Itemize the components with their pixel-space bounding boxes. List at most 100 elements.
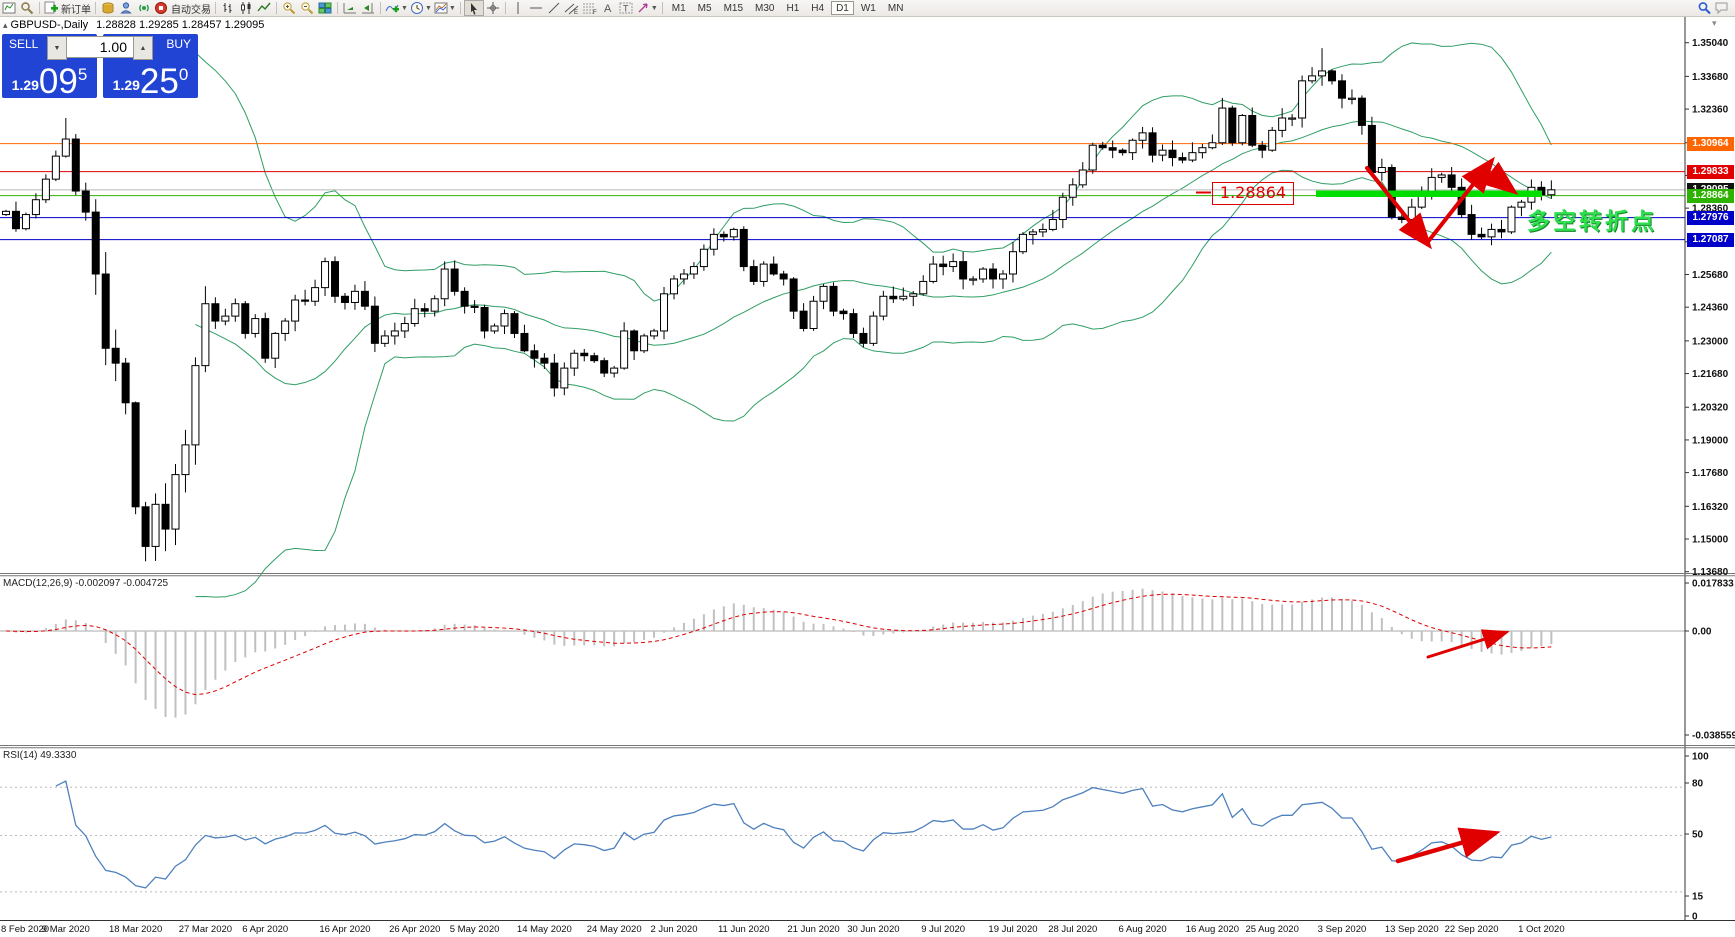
- tf-m5[interactable]: M5: [693, 1, 717, 15]
- tf-mn[interactable]: MN: [883, 1, 909, 15]
- terminal-icon[interactable]: [117, 1, 135, 15]
- turning-point-annotation[interactable]: 多空转折点: [1527, 209, 1657, 235]
- price-level-callout[interactable]: 1.28864: [1212, 182, 1294, 205]
- date-label: 6 Apr 2020: [242, 924, 288, 935]
- arrows-icon[interactable]: ▼: [635, 1, 659, 15]
- chart-shift-marker[interactable]: ▾: [1712, 18, 1717, 28]
- indicators-icon[interactable]: ▼: [384, 1, 409, 15]
- line-chart-mode-icon[interactable]: [255, 1, 273, 15]
- tf-w1[interactable]: W1: [856, 1, 881, 15]
- svg-text:A: A: [604, 3, 612, 15]
- volume-input[interactable]: [67, 36, 133, 58]
- chart-annotations: [1196, 156, 1542, 250]
- price-tick: 1.35040: [1692, 38, 1729, 49]
- tile-windows-icon[interactable]: [316, 1, 334, 15]
- rsi-axis-tick: 50: [1692, 830, 1704, 841]
- price-tick: 1.20320: [1692, 403, 1729, 414]
- vertical-line-icon[interactable]: [509, 1, 527, 15]
- volume-up-button[interactable]: ▲: [133, 36, 153, 60]
- svg-text:T: T: [623, 4, 629, 14]
- search-icon[interactable]: [1695, 1, 1713, 15]
- date-label: 13 Sep 2020: [1385, 924, 1439, 935]
- price-tick: 1.33680: [1692, 72, 1729, 83]
- tf-h1[interactable]: H1: [781, 1, 804, 15]
- toolbar: 新订单 自动交易 ▼ ▼ ▼ E F A T ▼ M1 M5 M15 M30 H…: [0, 0, 1735, 17]
- rsi-axis-tick: 80: [1692, 779, 1704, 790]
- tf-m1[interactable]: M1: [667, 1, 691, 15]
- separator: [337, 2, 338, 14]
- price-flag: 1.27087: [1687, 232, 1734, 247]
- date-label: 26 Apr 2020: [389, 924, 440, 935]
- date-label: 2 Jun 2020: [650, 924, 697, 935]
- horizontal-line-icon[interactable]: [527, 1, 545, 15]
- separator: [504, 2, 506, 14]
- buy-price: 1.29 25 0: [112, 62, 189, 102]
- periods-icon[interactable]: ▼: [409, 1, 433, 15]
- volume-down-button[interactable]: ▼: [47, 36, 67, 60]
- strategy-tester-icon[interactable]: [135, 1, 153, 15]
- macd-axis-tick: 0.00: [1692, 627, 1712, 638]
- sell-price: 1.29 09 5: [11, 62, 88, 102]
- price-tick: 1.16320: [1692, 502, 1729, 513]
- templates-icon[interactable]: ▼: [433, 1, 457, 15]
- price-tick: 1.28360: [1692, 204, 1729, 215]
- navigator-icon[interactable]: [99, 1, 117, 15]
- new-chart-icon[interactable]: [0, 1, 18, 15]
- svg-text:F: F: [593, 10, 597, 15]
- date-label: 16 Aug 2020: [1186, 924, 1239, 935]
- auto-scroll-icon[interactable]: [341, 1, 359, 15]
- fibonacci-icon[interactable]: F: [581, 1, 599, 15]
- separator: [215, 2, 216, 14]
- text-label-icon[interactable]: T: [617, 1, 635, 15]
- tf-m15[interactable]: M15: [719, 1, 748, 15]
- rsi-pane: [0, 780, 1685, 893]
- text-icon[interactable]: A: [599, 1, 617, 15]
- pane-borders: [0, 16, 1735, 921]
- chart-title: ▴ GBPUSD-,Daily 1.28828 1.29285 1.28457 1.…: [3, 19, 264, 31]
- community-chat-icon[interactable]: [1713, 1, 1731, 15]
- volume-spinner: ▼ ▲: [47, 36, 153, 60]
- price-tick: 1.13680: [1692, 567, 1729, 578]
- tf-m30[interactable]: M30: [750, 1, 779, 15]
- price-tick: 1.23000: [1692, 336, 1729, 347]
- tf-h4[interactable]: H4: [806, 1, 829, 15]
- crosshair-icon[interactable]: [484, 1, 502, 15]
- zoom-in-icon[interactable]: [280, 1, 298, 15]
- date-label: 16 Apr 2020: [319, 924, 370, 935]
- date-label: 25 Aug 2020: [1246, 924, 1299, 935]
- cursor-icon[interactable]: [463, 0, 484, 16]
- macd-indicator-label: MACD(12,26,9) -0.002097 -0.004725: [3, 578, 169, 589]
- date-label: 18 Mar 2020: [109, 924, 162, 935]
- date-label: 21 Jun 2020: [787, 924, 839, 935]
- new-order-label: 新订单: [61, 4, 91, 16]
- chart-shift-icon[interactable]: [359, 1, 377, 15]
- profiles-icon[interactable]: [18, 1, 36, 15]
- date-label: 5 May 2020: [450, 924, 500, 935]
- rsi-axis-tick: 0: [1692, 912, 1698, 923]
- candlestick-mode-icon[interactable]: [237, 1, 255, 15]
- separator: [661, 2, 663, 14]
- date-label: 6 Aug 2020: [1119, 924, 1167, 935]
- trendline-icon[interactable]: [545, 1, 563, 15]
- price-tick: 1.21680: [1692, 369, 1729, 380]
- rsi-indicator-label: RSI(14) 49.3330: [3, 750, 77, 761]
- separator: [459, 2, 461, 14]
- macd-axis-tick: 0.017833: [1692, 579, 1734, 590]
- date-label: 14 May 2020: [517, 924, 572, 935]
- date-label: 8 Feb 2020: [1, 924, 49, 935]
- equidistant-channel-icon[interactable]: E: [563, 1, 581, 15]
- ohlc-values: 1.28828 1.29285 1.28457 1.29095: [96, 19, 265, 31]
- autotrading-button[interactable]: 自动交易: [153, 1, 212, 16]
- zoom-out-icon[interactable]: [298, 1, 316, 15]
- tf-d1[interactable]: D1: [831, 1, 854, 15]
- separator: [39, 2, 40, 14]
- date-label: 3 Sep 2020: [1318, 924, 1367, 935]
- price-tick: 1.24360: [1692, 303, 1729, 314]
- collapse-marker-icon[interactable]: ▴: [3, 20, 8, 30]
- new-order-button[interactable]: 新订单: [43, 1, 92, 16]
- bar-chart-mode-icon[interactable]: [219, 1, 237, 15]
